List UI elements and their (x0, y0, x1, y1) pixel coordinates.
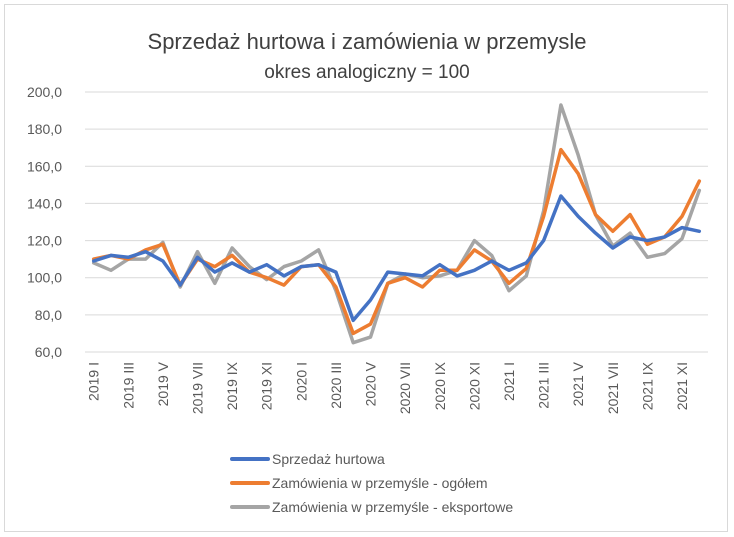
x-tick-label: 2020 VII (397, 362, 413, 414)
y-tick-label: 200,0 (27, 84, 62, 100)
x-tick-label: 2021 XI (674, 362, 690, 410)
y-tick-label: 60,0 (35, 344, 62, 360)
y-tick-label: 180,0 (27, 121, 62, 137)
legend-label-1: Sprzedaż hurtowa (272, 451, 385, 467)
legend-label-2: Zamówienia w przemyśle - ogółem (272, 475, 488, 491)
x-tick-label: 2019 I (86, 362, 102, 401)
x-tick-label: 2020 III (328, 362, 344, 409)
x-tick-label: 2019 VII (189, 362, 205, 414)
x-tick-label: 2020 IX (432, 361, 448, 410)
x-tick-label: 2020 I (293, 362, 309, 401)
series-line-3 (91, 103, 702, 345)
x-tick-label: 2019 V (155, 361, 171, 406)
y-tick-label: 120,0 (27, 233, 62, 249)
x-tick-label: 2019 IX (224, 361, 240, 410)
x-tick-label: 2019 XI (259, 362, 275, 410)
chart-title: Sprzedaż hurtowa i zamówienia w przemysl… (148, 29, 587, 54)
x-tick-label: 2020 V (363, 361, 379, 406)
y-tick-label: 80,0 (35, 307, 62, 323)
y-tick-label: 160,0 (27, 158, 62, 174)
x-tick-label: 2020 XI (466, 362, 482, 410)
series-line-1 (91, 194, 702, 323)
y-tick-label: 100,0 (27, 270, 62, 286)
y-tick-label: 140,0 (27, 195, 62, 211)
x-tick-label: 2021 VII (605, 362, 621, 414)
x-tick-label: 2021 IX (639, 361, 655, 410)
x-tick-label: 2021 III (536, 362, 552, 409)
chart-subtitle: okres analogiczny = 100 (264, 62, 469, 83)
x-tick-label: 2021 V (570, 361, 586, 406)
x-tick-label: 2019 III (120, 362, 136, 409)
legend-label-3: Zamówienia w przemyśle - eksportowe (272, 499, 513, 515)
x-tick-label: 2021 I (501, 362, 517, 401)
